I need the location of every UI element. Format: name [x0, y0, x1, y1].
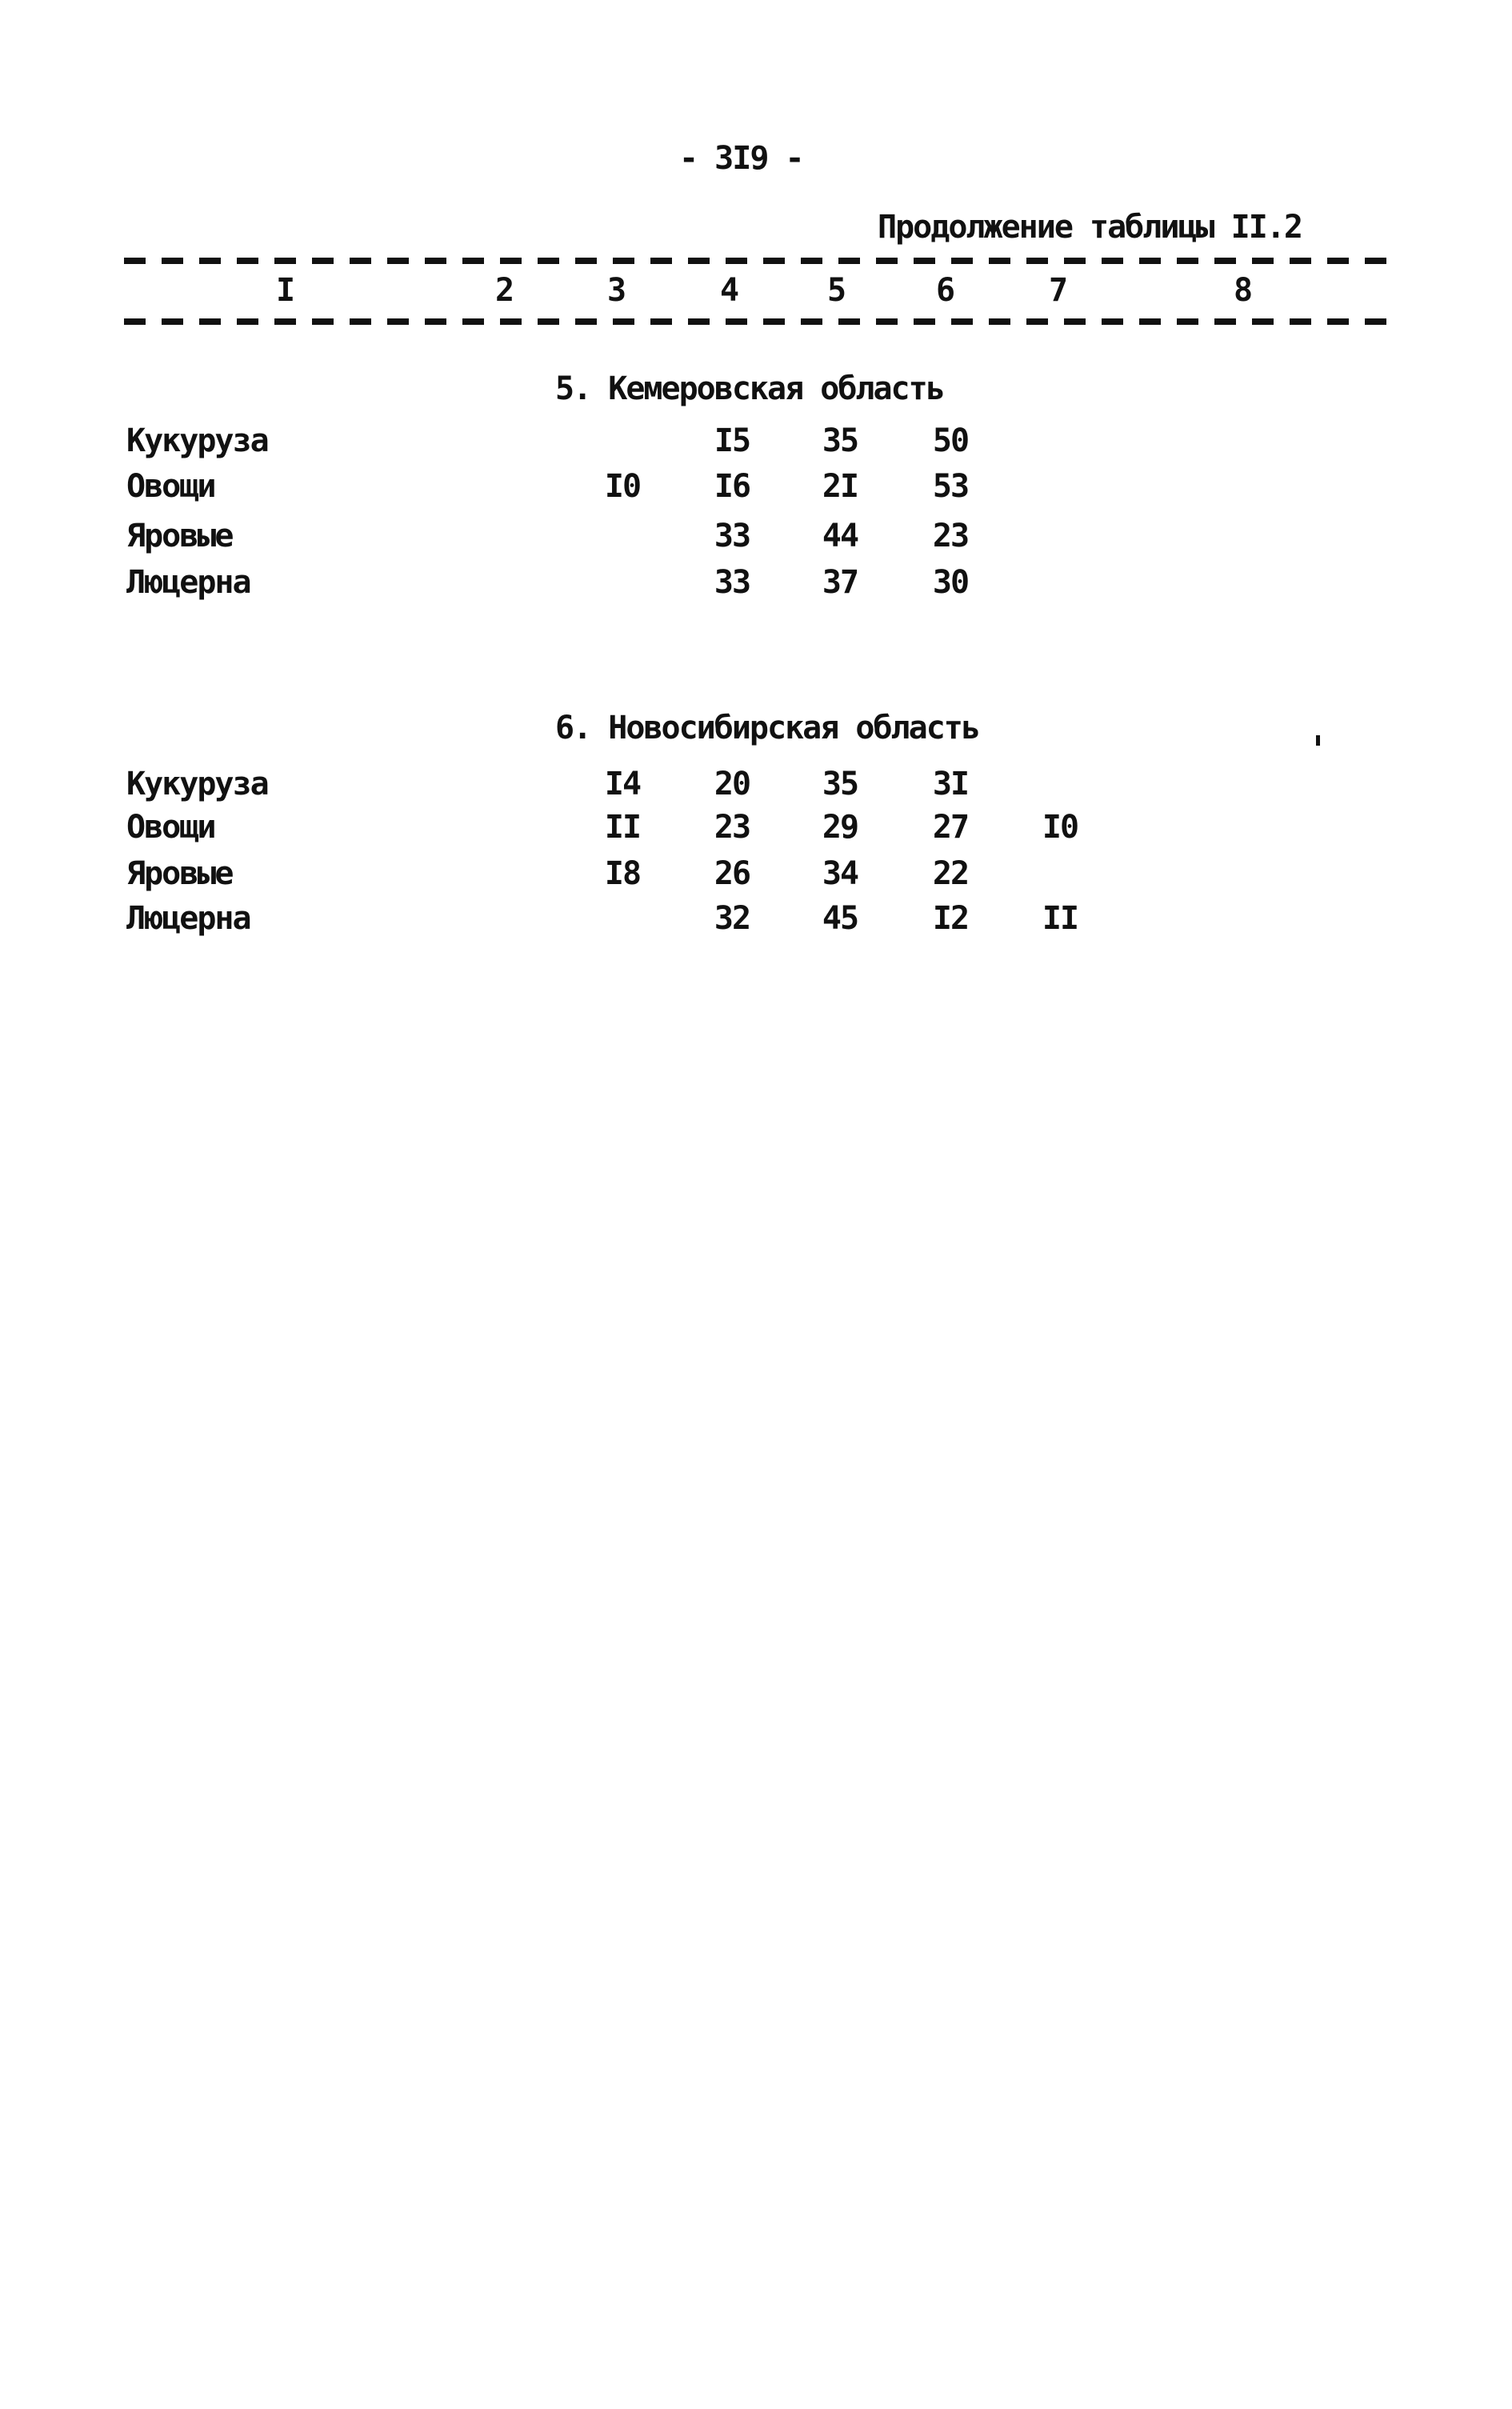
- cell-col4: 33: [714, 518, 751, 554]
- cell-col7: II: [1042, 900, 1079, 937]
- column-header-2: 2: [494, 272, 514, 309]
- table-caption: Продолжение таблицы II.2: [878, 209, 1303, 246]
- cell-col6: 53: [932, 468, 970, 505]
- cell-col3: I8: [604, 855, 642, 892]
- cell-col3: I4: [604, 766, 642, 802]
- cell-col5: 37: [822, 564, 859, 601]
- cell-col3: I0: [604, 468, 642, 505]
- cell-col6: 27: [932, 809, 970, 846]
- cell-col6: I2: [932, 900, 970, 937]
- row-label: Яровые: [126, 518, 234, 554]
- row-label: Люцерна: [126, 564, 252, 601]
- cell-col4: 20: [714, 766, 751, 802]
- cell-col5: 2I: [822, 468, 859, 505]
- column-header-5: 5: [826, 272, 846, 309]
- section-title-6: 6. Новосибирская область: [555, 710, 981, 746]
- column-header-8: 8: [1233, 272, 1253, 309]
- row-label: Люцерна: [126, 900, 252, 937]
- cell-col4: 32: [714, 900, 751, 937]
- cell-col5: 44: [822, 518, 859, 554]
- cell-col5: 35: [822, 422, 859, 459]
- cell-col6: 3I: [932, 766, 970, 802]
- page-number: - 3I9 -: [679, 140, 805, 177]
- cell-col5: 29: [822, 809, 859, 846]
- row-label: Яровые: [126, 855, 234, 892]
- row-label: Кукуруза: [126, 422, 270, 459]
- cell-col4: 33: [714, 564, 751, 601]
- cell-col5: 45: [822, 900, 859, 937]
- cell-col5: 35: [822, 766, 859, 802]
- section-title-5: 5. Кемеровская область: [555, 370, 946, 407]
- cell-col4: 23: [714, 809, 751, 846]
- cell-col7: I0: [1042, 809, 1079, 846]
- column-header-4: 4: [719, 272, 739, 309]
- table-rule-top: [124, 258, 1401, 264]
- cell-col3: II: [604, 809, 642, 846]
- cell-col6: 50: [932, 422, 970, 459]
- cell-col4: I5: [714, 422, 751, 459]
- cell-col4: 26: [714, 855, 751, 892]
- table-rule-bottom: [124, 318, 1401, 325]
- column-header-6: 6: [935, 272, 955, 309]
- cell-col5: 34: [822, 855, 859, 892]
- row-label: Овощи: [126, 809, 216, 846]
- cell-col4: I6: [714, 468, 751, 505]
- column-header-3: 3: [606, 272, 626, 309]
- row-label: Кукуруза: [126, 766, 270, 802]
- row-label: Овощи: [126, 468, 216, 505]
- column-header-1: I: [275, 272, 295, 309]
- scan-speck: [1316, 735, 1320, 746]
- cell-col6: 22: [932, 855, 970, 892]
- cell-col6: 30: [932, 564, 970, 601]
- cell-col6: 23: [932, 518, 970, 554]
- column-header-7: 7: [1048, 272, 1068, 309]
